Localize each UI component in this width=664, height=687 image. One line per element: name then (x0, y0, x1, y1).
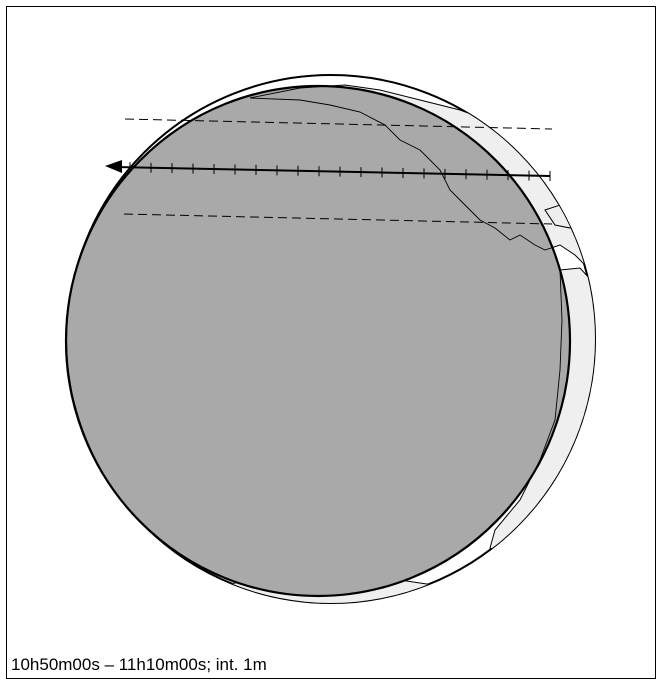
southern-limit-line (123, 213, 553, 225)
central-track (105, 160, 551, 181)
track-arrowhead (105, 160, 122, 173)
shadow-outline (64, 84, 572, 598)
northern-limit-line (124, 118, 553, 130)
shadow-region (67, 86, 570, 596)
time-interval-caption: 10h50m00s – 11h10m00s; int. 1m (11, 655, 267, 674)
